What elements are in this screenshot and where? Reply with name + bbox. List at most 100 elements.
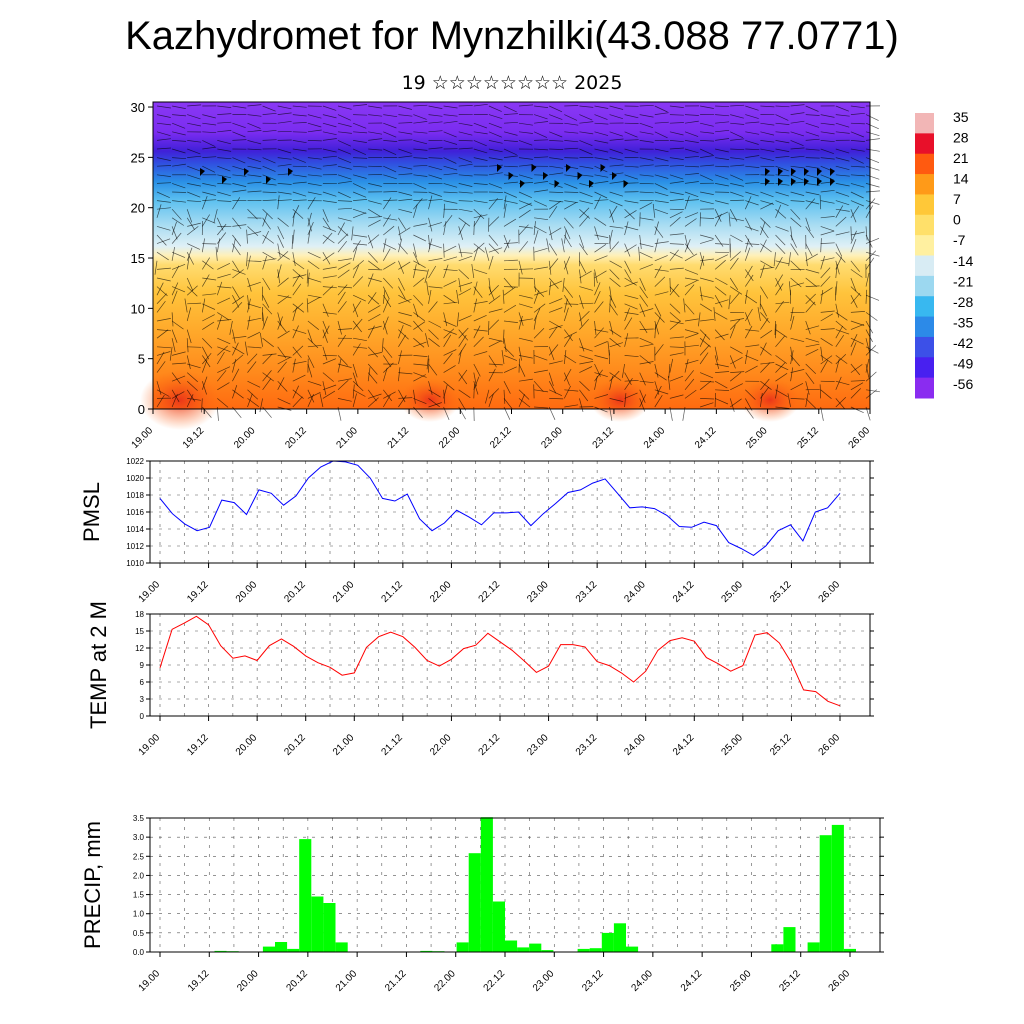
wind-flag bbox=[577, 172, 583, 180]
x-tick-label: 26.00 bbox=[827, 968, 853, 994]
x-tick-label: 24.12 bbox=[671, 732, 697, 758]
y-tick-label: 10 bbox=[131, 301, 145, 316]
wind-flag bbox=[765, 178, 770, 186]
colorbar-swatch bbox=[915, 235, 934, 256]
colorbar-swatch bbox=[915, 316, 934, 338]
wind-flag bbox=[543, 172, 548, 180]
y-tick-label: 3 bbox=[140, 695, 145, 704]
x-tick-label: 22.12 bbox=[477, 579, 503, 605]
x-tick-label: 22.00 bbox=[432, 968, 458, 994]
temp2m-line bbox=[159, 615, 841, 707]
colorbar-swatch bbox=[915, 377, 934, 399]
x-tick-label: 24.00 bbox=[622, 579, 648, 605]
precip-bar bbox=[287, 948, 300, 952]
precip-bar bbox=[843, 948, 856, 952]
x-tick-label: 21.12 bbox=[380, 732, 406, 758]
colorbar-label: -35 bbox=[953, 314, 973, 330]
y-tick-label: 25 bbox=[131, 150, 145, 165]
wind-flag bbox=[566, 164, 571, 172]
y-tick-label: 1.5 bbox=[133, 891, 145, 900]
y-tick-label: 3.0 bbox=[133, 833, 145, 842]
panel-frame bbox=[149, 817, 881, 953]
x-tick-label: 21.12 bbox=[380, 579, 406, 605]
warm-core-3 bbox=[740, 378, 800, 422]
x-tick-label: 21.00 bbox=[334, 968, 360, 994]
x-tick-label: 25.12 bbox=[768, 579, 794, 605]
colorbar-label: 14 bbox=[953, 171, 969, 187]
precip-bar bbox=[807, 942, 820, 952]
colorbar-label: 0 bbox=[953, 212, 961, 228]
precip-bar bbox=[831, 824, 844, 952]
colorbar-swatch bbox=[915, 214, 934, 236]
precip-bar bbox=[541, 950, 554, 952]
x-tick-label: 19.00 bbox=[137, 579, 163, 605]
precip-bar bbox=[323, 903, 336, 952]
wind-flag bbox=[612, 172, 617, 180]
colorbar-swatch bbox=[915, 133, 934, 155]
colorbar-label: -49 bbox=[953, 355, 973, 371]
colorbar-swatch bbox=[915, 153, 934, 175]
y-tick-label: 0.0 bbox=[133, 948, 145, 957]
x-tick-label: 25.12 bbox=[795, 425, 821, 451]
y-tick-label: 15 bbox=[131, 251, 145, 266]
grid bbox=[150, 460, 870, 564]
wind-flag bbox=[817, 168, 822, 176]
precip-bar bbox=[262, 946, 275, 952]
warm-core-1 bbox=[400, 378, 460, 422]
x-tick-label: 24.00 bbox=[622, 732, 648, 758]
wind-flag bbox=[778, 178, 783, 186]
y-tick-label: 18 bbox=[135, 610, 144, 619]
y-tick-label: 1014 bbox=[126, 525, 144, 534]
y-tick-label: 2.5 bbox=[133, 852, 145, 861]
precip-ylabel: PRECIP, mm bbox=[80, 821, 105, 949]
precip-bar bbox=[311, 896, 324, 952]
wind-flag bbox=[200, 168, 205, 176]
precip-bar bbox=[589, 948, 602, 952]
y-tick-label: 1020 bbox=[126, 474, 144, 483]
colorbar-label: -7 bbox=[953, 232, 966, 248]
colorbar-label: 35 bbox=[953, 109, 969, 125]
wind-flag bbox=[804, 168, 809, 176]
x-tick-label: 25.00 bbox=[744, 425, 770, 451]
colorbar-swatch bbox=[915, 174, 934, 195]
x-tick-label: 23.00 bbox=[531, 968, 557, 994]
y-tick-label: 0 bbox=[140, 712, 145, 721]
colorbar-swatch bbox=[915, 296, 934, 318]
x-tick-label: 22.12 bbox=[477, 732, 503, 758]
x-tick-label: 25.12 bbox=[777, 968, 803, 994]
wind-flag bbox=[791, 178, 796, 186]
x-tick-label: 23.00 bbox=[539, 425, 565, 451]
x-tick-label: 21.00 bbox=[331, 579, 357, 605]
x-tick-label: 20.12 bbox=[283, 425, 309, 451]
x-tick-label: 23.12 bbox=[574, 732, 600, 758]
precip-panel: 3.5 3.0 2.5 2.0 1.5 1.0 0.5 0.0 19.00 19.12 20.00 2… bbox=[80, 814, 884, 994]
x-tick-label: 20.12 bbox=[285, 968, 311, 994]
precip-bar bbox=[420, 950, 433, 952]
chart-subtitle: 19 ☆☆☆☆☆☆☆☆ 2025 bbox=[401, 72, 623, 94]
wind-flags bbox=[200, 164, 835, 188]
x-tick-label: 21.00 bbox=[331, 732, 357, 758]
y-tick-label: 20 bbox=[131, 201, 145, 216]
y-tick-label: 1012 bbox=[126, 542, 144, 551]
colorbar-swatch bbox=[915, 357, 934, 379]
precip-bar bbox=[299, 839, 312, 952]
colorbar-swatch bbox=[915, 113, 934, 134]
precip-bar bbox=[275, 942, 288, 952]
precip-bar bbox=[492, 901, 505, 952]
wind-flag bbox=[804, 178, 809, 186]
wind-flag bbox=[623, 180, 629, 188]
x-tick-label: 24.00 bbox=[630, 968, 656, 994]
x-tick-label: 23.12 bbox=[591, 425, 617, 451]
x-tick-label: 24.00 bbox=[642, 425, 668, 451]
colorbar-label: 21 bbox=[953, 150, 969, 166]
y-tick-label: 12 bbox=[135, 644, 144, 653]
x-tick-label: 22.12 bbox=[488, 425, 514, 451]
x-tick-label: 19.00 bbox=[137, 968, 163, 994]
wind-flag bbox=[554, 180, 560, 188]
heatmap-field bbox=[153, 102, 870, 409]
y-tick-label: 15 bbox=[135, 627, 144, 636]
x-tick-label: 24.12 bbox=[693, 425, 719, 451]
colorbar-label: 7 bbox=[953, 191, 961, 207]
pmsl-ylabel: PMSL bbox=[79, 482, 104, 542]
